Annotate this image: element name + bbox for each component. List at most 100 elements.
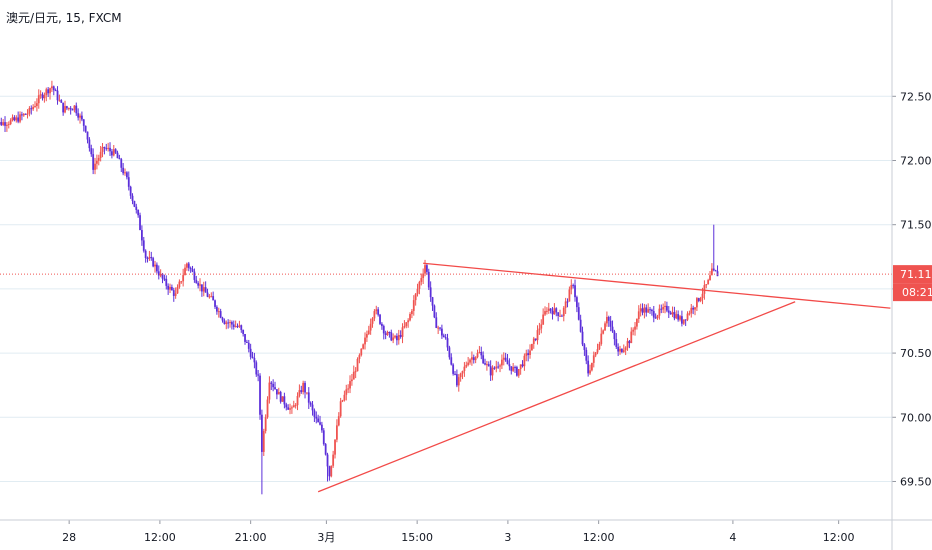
candle-body xyxy=(126,172,128,178)
candle-body xyxy=(216,306,218,312)
candle-body xyxy=(343,394,346,401)
candle-body xyxy=(527,353,530,355)
candle-body xyxy=(101,147,104,152)
candle-body xyxy=(45,89,48,96)
candle-body xyxy=(480,351,483,356)
price-badges: 71.115 08:21 xyxy=(893,265,932,302)
candle-body xyxy=(679,316,681,320)
candle-body xyxy=(253,357,256,363)
candle-body xyxy=(639,308,642,312)
x-tick-label: 12:00 xyxy=(823,531,855,544)
candle-body xyxy=(709,275,711,281)
candle-body xyxy=(77,113,80,118)
candle-body xyxy=(217,311,220,313)
candle-body xyxy=(604,323,606,331)
candle-body xyxy=(566,301,569,303)
candle-body xyxy=(210,296,213,298)
candle-body xyxy=(26,113,29,115)
candle-body xyxy=(234,326,237,328)
candle-body xyxy=(444,337,447,339)
candle-body xyxy=(92,154,95,170)
x-tick-label: 3月 xyxy=(317,531,335,544)
candle-body xyxy=(705,284,708,286)
trendline[interactable] xyxy=(317,301,796,493)
candle-body xyxy=(279,391,282,402)
trendline[interactable] xyxy=(423,262,891,309)
candle-body xyxy=(441,328,443,336)
candle-body xyxy=(187,263,190,268)
candle-body xyxy=(332,454,335,466)
candle-body xyxy=(24,113,27,115)
candle-body xyxy=(469,359,471,363)
candle-body xyxy=(191,269,194,272)
candle-body xyxy=(707,280,710,285)
candle-body xyxy=(602,330,605,334)
candle-body xyxy=(52,86,55,91)
candle-body xyxy=(285,404,288,408)
candle-body xyxy=(291,407,293,409)
candle-body xyxy=(54,90,57,92)
candle-body xyxy=(159,273,162,276)
candle-body xyxy=(231,322,233,325)
candle-body xyxy=(163,278,166,280)
candle-body xyxy=(109,147,111,152)
candle-body xyxy=(384,333,387,335)
candle-body xyxy=(686,313,689,320)
trendlines[interactable] xyxy=(317,262,891,493)
countdown-label: 08:21 xyxy=(902,286,932,299)
candle-body xyxy=(64,106,66,113)
symbol-title[interactable]: 澳元/日元, 15, FXCM xyxy=(6,11,122,25)
candle-body xyxy=(427,271,430,288)
candle-body xyxy=(439,327,441,329)
candle-body xyxy=(266,399,269,418)
y-tick-label: 70.500 xyxy=(900,347,932,360)
candle-body xyxy=(47,89,50,94)
candle-body xyxy=(549,308,552,311)
candle-body xyxy=(562,307,565,317)
candle-body xyxy=(667,310,670,313)
candle-body xyxy=(232,324,235,327)
candle-body xyxy=(99,151,102,158)
candle-body xyxy=(666,305,668,311)
candle-body xyxy=(658,308,661,316)
candle-body xyxy=(116,152,119,159)
candle-body xyxy=(669,312,672,315)
candle-body xyxy=(442,335,445,338)
candle-body xyxy=(508,364,511,367)
candle-body xyxy=(206,292,209,297)
candle-body xyxy=(381,323,383,327)
candle-body xyxy=(396,335,398,341)
candle-body xyxy=(694,307,696,310)
candle-body xyxy=(264,417,267,432)
candle-body xyxy=(510,366,513,371)
candle-body xyxy=(606,316,608,324)
candle-body xyxy=(594,352,597,356)
candle-body xyxy=(172,290,175,296)
candle-body xyxy=(506,360,509,365)
candle-body xyxy=(157,271,160,276)
candle-body xyxy=(257,374,260,376)
candle-body xyxy=(79,115,81,118)
y-tick-label: 69.500 xyxy=(900,475,932,488)
candle-body xyxy=(127,177,130,187)
candle-body xyxy=(482,355,485,364)
candle-body xyxy=(375,309,378,312)
candle-body xyxy=(189,267,192,270)
candle-body xyxy=(306,392,308,394)
candle-body xyxy=(347,388,350,390)
candle-body xyxy=(626,341,629,348)
candle-body xyxy=(394,335,396,338)
candle-body xyxy=(397,335,400,341)
candle-body xyxy=(409,314,411,321)
candle-body xyxy=(546,310,548,312)
candle-body xyxy=(536,330,539,341)
candle-body xyxy=(647,309,650,313)
candle-body xyxy=(628,341,631,344)
candle-body xyxy=(144,250,147,258)
candle-body xyxy=(654,317,657,319)
candle-body xyxy=(7,124,10,126)
candle-body xyxy=(270,382,273,384)
candle-body xyxy=(111,151,113,156)
